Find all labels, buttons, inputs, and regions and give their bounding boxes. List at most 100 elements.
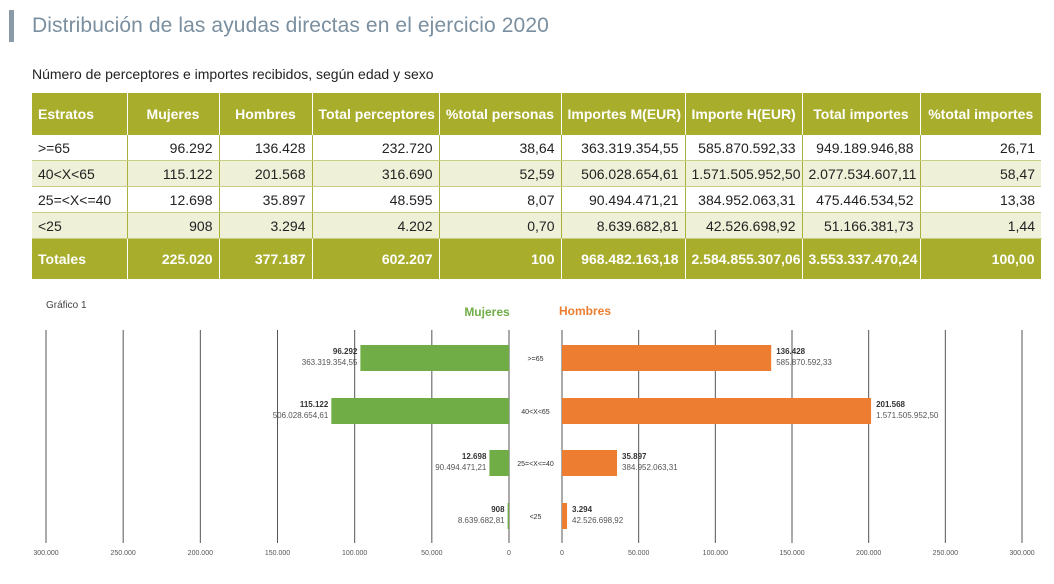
table-cell: 58,47: [920, 160, 1041, 187]
bar-amount-label-mujeres: 90.494.471,21: [435, 463, 487, 472]
table-cell: 8.639.682,81: [561, 212, 686, 239]
table-cell: 363.319.354,55: [561, 135, 686, 161]
column-header: Estratos: [32, 93, 128, 135]
right-axis-tick-label: 0: [560, 550, 564, 557]
right-axis-tick-label: 50.000: [628, 550, 650, 557]
totals-cell: 225.020: [127, 238, 220, 279]
table-cell: >=65: [32, 135, 128, 161]
right-axis-tick-label: 200.000: [856, 550, 881, 557]
table-row: 40<X<65 115.122 201.568 316.690 52,59 50…: [32, 160, 1041, 187]
totals-cell: 2.584.855.307,06: [685, 238, 803, 279]
table-cell: 136.428: [219, 135, 313, 161]
bar-amount-label-mujeres: 8.639.682,81: [458, 516, 505, 525]
table-cell: 475.446.534,52: [802, 186, 921, 213]
bar-value-label-mujeres: 96.292: [333, 347, 358, 356]
bar-value-label-hombres: 35.897: [622, 452, 647, 461]
bar-value-label-mujeres: 908: [491, 505, 505, 514]
totals-cell: 377.187: [219, 238, 313, 279]
table-cell: <25: [32, 212, 128, 239]
totals-cell: 100,00: [920, 238, 1042, 279]
table-cell: 0,70: [439, 212, 562, 239]
bar-mujeres: [489, 450, 509, 476]
table-cell: 115.122: [127, 160, 220, 187]
totals-cell: 968.482.163,18: [561, 238, 686, 279]
bar-hombres: [562, 398, 872, 424]
bar-value-label-hombres: 136.428: [776, 347, 805, 356]
bar-hombres: [562, 503, 568, 529]
left-axis-tick-label: 200.000: [188, 550, 213, 557]
totals-cell: Totales: [32, 238, 128, 279]
totals-cell: 100: [439, 238, 562, 279]
totals-row: Totales 225.020 377.187 602.207 100 968.…: [32, 238, 1042, 279]
left-axis-tick-label: 150.000: [265, 550, 290, 557]
bar-amount-label-hombres: 1.571.505.952,50: [876, 411, 939, 420]
bar-amount-label-hombres: 384.952.063,31: [622, 463, 678, 472]
column-header: Hombres: [219, 93, 313, 135]
category-label: <25: [530, 514, 542, 521]
data-table: Estratos Mujeres Hombres Total perceptor…: [32, 93, 1042, 279]
bar-value-label-mujeres: 115.122: [300, 400, 329, 409]
table-cell: 26,71: [920, 135, 1041, 161]
table-cell: 38,64: [439, 135, 562, 161]
table-cell: 52,59: [439, 160, 562, 187]
category-label: 40<X<65: [521, 409, 550, 416]
column-header: %total personas: [439, 93, 562, 135]
column-header: %total importes: [920, 93, 1041, 135]
totals-cell: 3.553.337.470,24: [802, 238, 921, 279]
table-header-row: Estratos Mujeres Hombres Total perceptor…: [32, 93, 1041, 135]
table-cell: 908: [127, 212, 220, 239]
right-axis-tick-label: 250.000: [933, 550, 958, 557]
totals-cell: 602.207: [312, 238, 440, 279]
bar-mujeres: [360, 345, 509, 371]
table-cell: 35.897: [219, 186, 313, 213]
bar-amount-label-hombres: 585.870.592,33: [776, 358, 832, 367]
series-title-mujeres: Mujeres: [464, 305, 510, 319]
bar-amount-label-mujeres: 506.028.654,61: [273, 411, 329, 420]
bar-mujeres: [331, 398, 509, 424]
page-title: Distribución de las ayudas directas en e…: [32, 14, 549, 37]
column-header: Total perceptores: [312, 93, 440, 135]
table-cell: 48.595: [312, 186, 440, 213]
bar-amount-label-hombres: 42.526.698,92: [572, 516, 624, 525]
table-cell: 90.494.471,21: [561, 186, 686, 213]
table-subtitle: Número de perceptores e importes recibid…: [32, 66, 434, 82]
right-axis-tick-label: 300.000: [1009, 550, 1034, 557]
title-accent-bar: [9, 10, 14, 42]
table-cell: 25=<X<=40: [32, 186, 128, 213]
table-cell: 1,44: [920, 212, 1041, 239]
table-cell: 1.571.505.952,50: [685, 160, 803, 187]
table-cell: 201.568: [219, 160, 313, 187]
column-header: Importe H(EUR): [685, 93, 803, 135]
table-cell: 96.292: [127, 135, 220, 161]
left-axis-tick-label: 0: [507, 550, 511, 557]
table-cell: 42.526.698,92: [685, 212, 803, 239]
column-header: Mujeres: [127, 93, 220, 135]
bar-mujeres: [507, 503, 509, 529]
right-axis-tick-label: 150.000: [779, 550, 804, 557]
right-axis-tick-label: 100.000: [703, 550, 728, 557]
table-cell: 506.028.654,61: [561, 160, 686, 187]
category-label: >=65: [528, 356, 544, 363]
table-cell: 12.698: [127, 186, 220, 213]
bar-amount-label-mujeres: 363.319.354,55: [302, 358, 358, 367]
table-cell: 2.077.534.607,11: [802, 160, 921, 187]
bar-value-label-hombres: 201.568: [876, 400, 905, 409]
table-cell: 585.870.592,33: [685, 135, 803, 161]
table-row: 25=<X<=40 12.698 35.897 48.595 8,07 90.4…: [32, 186, 1041, 213]
column-header: Importes M(EUR): [561, 93, 686, 135]
table-cell: 13,38: [920, 186, 1041, 213]
bar-value-label-hombres: 3.294: [572, 505, 593, 514]
bar-hombres: [562, 345, 772, 371]
table-cell: 384.952.063,31: [685, 186, 803, 213]
series-title-hombres: Hombres: [559, 304, 611, 318]
left-axis-tick-label: 300.000: [33, 550, 58, 557]
left-axis-tick-label: 100.000: [342, 550, 367, 557]
category-label: 25=<X<=40: [517, 461, 554, 468]
column-header: Total importes: [802, 93, 921, 135]
left-axis-tick-label: 250.000: [111, 550, 136, 557]
table-cell: 51.166.381,73: [802, 212, 921, 239]
left-axis-tick-label: 50.000: [421, 550, 443, 557]
table-row: >=65 96.292 136.428 232.720 38,64 363.31…: [32, 135, 1041, 161]
table-cell: 4.202: [312, 212, 440, 239]
